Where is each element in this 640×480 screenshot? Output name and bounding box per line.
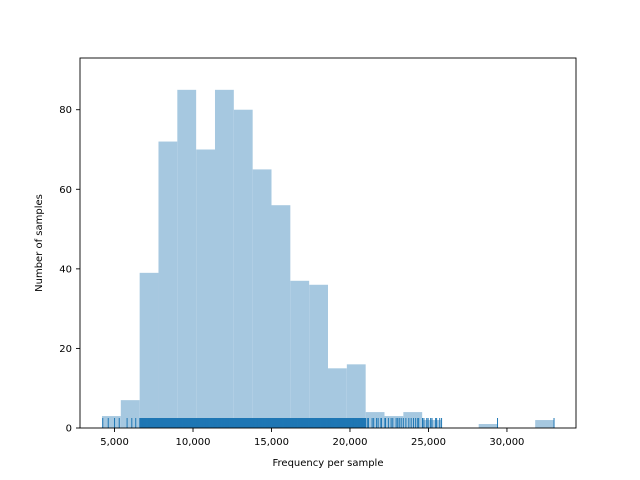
histogram-bar [535, 420, 555, 428]
histogram-bar [271, 205, 291, 428]
plot-frame [79, 57, 577, 429]
y-tick-label: 60 [59, 185, 72, 196]
y-tick-label: 40 [59, 264, 72, 275]
y-tick-label: 0 [66, 424, 72, 435]
x-tick-label: 25,000 [411, 437, 446, 448]
histogram-bar [196, 149, 215, 428]
y-tick-label: 20 [59, 344, 72, 355]
y-tick-label: 80 [59, 105, 72, 116]
y-axis-label: Number of samples [34, 194, 45, 292]
histogram-bar [328, 368, 347, 428]
x-axis-ticks: 5,000 10,000 15,000 20,000 25,000 30,000 [100, 428, 524, 448]
x-tick-label: 30,000 [489, 437, 524, 448]
histogram-bar [365, 412, 385, 428]
histogram-bar [158, 141, 178, 428]
x-tick-label: 10,000 [176, 437, 211, 448]
histogram-bar [309, 284, 328, 428]
histogram-bar [101, 416, 121, 428]
histogram-bars [101, 89, 555, 429]
histogram-bar [384, 416, 404, 428]
histogram-bar [346, 364, 366, 428]
x-tick-label: 5,000 [100, 437, 129, 448]
histogram-bar [478, 424, 498, 428]
rug-marks [102, 418, 555, 428]
x-tick-label: 20,000 [332, 437, 367, 448]
histogram-bar [252, 169, 272, 429]
histogram-bar [177, 89, 197, 429]
histogram-bar [214, 89, 234, 429]
histogram-bar [120, 400, 140, 428]
histogram-bar [139, 272, 159, 428]
histogram-bar [233, 109, 253, 428]
x-tick-label: 15,000 [254, 437, 289, 448]
y-axis-ticks: 0 20 40 60 80 [59, 105, 80, 435]
x-axis-label: Frequency per sample [273, 458, 384, 469]
histogram-bar [290, 280, 310, 428]
